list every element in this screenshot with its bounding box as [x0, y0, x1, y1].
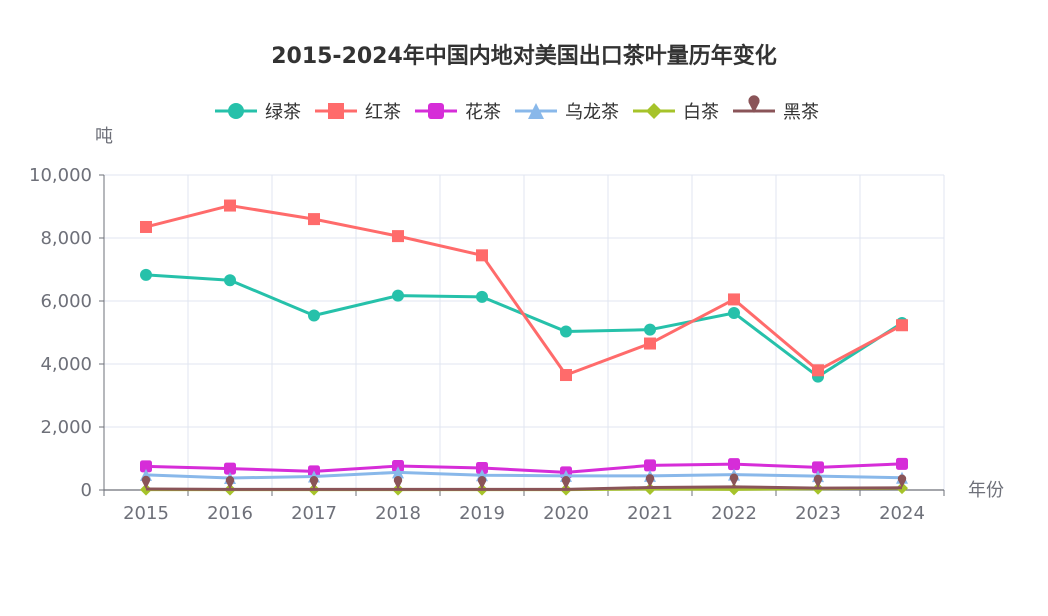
- data-point: [730, 474, 738, 487]
- data-point: [812, 364, 824, 376]
- x-tick-label: 2016: [207, 503, 253, 524]
- legend-item[interactable]: 黑茶: [733, 95, 819, 123]
- y-tick-label: 4,000: [40, 354, 92, 375]
- data-point: [896, 319, 908, 331]
- y-tick-label: 6,000: [40, 291, 92, 312]
- data-point: [476, 249, 488, 261]
- y-tick-label: 10,000: [29, 165, 92, 186]
- x-tick-label: 2022: [711, 503, 757, 524]
- data-point: [728, 293, 740, 305]
- legend-marker: [328, 103, 344, 119]
- data-point: [646, 474, 654, 487]
- legend-label: 花茶: [465, 102, 501, 123]
- data-point: [896, 458, 908, 470]
- data-point: [308, 213, 320, 225]
- x-tick-label: 2019: [459, 503, 505, 524]
- x-tick-label: 2015: [123, 503, 169, 524]
- data-point: [728, 458, 740, 470]
- data-point: [644, 338, 656, 350]
- data-point: [476, 291, 488, 303]
- data-point: [392, 230, 404, 242]
- legend-label: 红茶: [365, 102, 401, 123]
- data-point: [644, 324, 656, 336]
- legend-marker: [646, 103, 662, 119]
- legend-item[interactable]: 花茶: [415, 102, 501, 123]
- x-tick-label: 2021: [627, 503, 673, 524]
- data-point: [560, 326, 572, 338]
- data-point: [140, 269, 152, 281]
- y-tick-label: 2,000: [40, 417, 92, 438]
- x-axis-label: 年份: [968, 480, 1004, 501]
- data-point: [224, 274, 236, 286]
- legend-item[interactable]: 白茶: [633, 102, 719, 123]
- data-point: [308, 309, 320, 321]
- data-point: [224, 200, 236, 212]
- grid-lines: [104, 175, 944, 490]
- data-point: [644, 459, 656, 471]
- x-tick-label: 2018: [375, 503, 421, 524]
- legend-label: 绿茶: [265, 102, 301, 123]
- legend-marker: [228, 103, 244, 119]
- legend-item[interactable]: 红茶: [315, 102, 401, 123]
- legend-label: 黑茶: [783, 102, 819, 123]
- y-tick-label: 8,000: [40, 228, 92, 249]
- legend-label: 白茶: [683, 102, 719, 123]
- x-tick-label: 2024: [879, 503, 925, 524]
- data-point: [728, 307, 740, 319]
- legend-item[interactable]: 乌龙茶: [515, 102, 619, 123]
- data-point: [392, 290, 404, 302]
- chart-title: 2015-2024年中国内地对美国出口茶叶量历年变化: [271, 43, 777, 69]
- legend-label: 乌龙茶: [565, 102, 619, 123]
- y-tick-label: 0: [81, 480, 92, 501]
- legend-marker: [428, 103, 444, 119]
- y-axis-label: 吨: [95, 126, 113, 147]
- legend-item[interactable]: 绿茶: [215, 102, 301, 123]
- data-point: [560, 369, 572, 381]
- x-tick-label: 2023: [795, 503, 841, 524]
- data-point: [140, 221, 152, 233]
- x-tick-label: 2020: [543, 503, 589, 524]
- x-tick-label: 2017: [291, 503, 337, 524]
- legend: 绿茶 红茶 花茶 乌龙茶 白茶 黑茶: [215, 95, 819, 123]
